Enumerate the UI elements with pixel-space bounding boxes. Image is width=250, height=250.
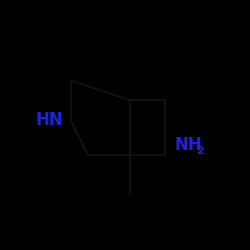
Text: 2: 2 [196, 146, 204, 156]
Text: HN: HN [36, 111, 63, 129]
Text: NH: NH [174, 136, 202, 154]
